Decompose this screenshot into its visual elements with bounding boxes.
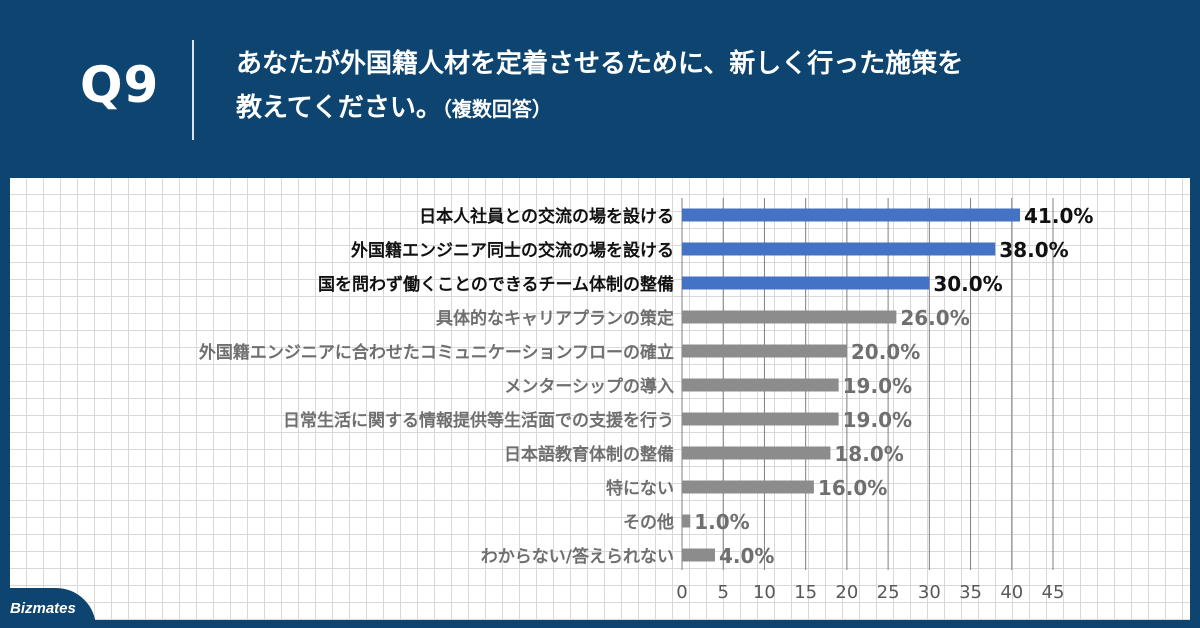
x-tick-label: 35 [959,582,982,603]
data-label: 4.0% [719,544,774,568]
x-tick-label: 25 [877,582,900,603]
data-label: 26.0% [900,306,969,330]
data-label: 18.0% [834,442,903,466]
bar-chart: 0 5 10 15 20 25 30 35 40 45 日本人社員との交流の場を設ける 41.0% 外国… [199,198,1093,603]
bar [682,514,691,528]
x-tick-label: 30 [918,582,941,603]
x-tick-label: 45 [1042,582,1065,603]
data-label: 41.0% [1024,204,1093,228]
question-number: Q9 [80,56,160,114]
x-tick-label: 10 [753,582,776,603]
data-label: 20.0% [851,340,920,364]
x-tick-label: 20 [835,582,858,603]
data-label: 30.0% [933,272,1002,296]
data-label: 1.0% [694,510,749,534]
category-label: 具体的なキャリアプランの策定 [435,308,674,329]
x-tick-label: 40 [1000,582,1023,603]
bar [682,548,715,562]
bar [682,344,847,358]
question-title-line2: 教えてください。 [236,93,442,123]
bar [682,208,1021,222]
category-label: 日常生活に関する情報提供等生活面での支援を行う [283,410,674,431]
bar [682,310,897,324]
brand-logo-text: Bizmates [10,600,76,617]
x-tick-label: 5 [717,582,728,603]
bar [682,242,996,256]
question-title: あなたが外国籍人材を定着させるために、新しく行った施策を 教えてください。（複数… [236,42,1136,131]
bar [682,412,839,426]
header-divider [192,40,194,140]
category-label: 日本人社員との交流の場を設ける [419,206,674,227]
category-label: 外国籍エンジニア同士の交流の場を設ける [351,240,674,261]
category-label: 日本語教育体制の整備 [504,444,674,465]
question-title-note: （複数回答） [441,97,552,121]
question-title-line1: あなたが外国籍人材を定着させるために、新しく行った施策を [236,49,964,79]
header: Q9 あなたが外国籍人材を定着させるために、新しく行った施策を 教えてください。… [0,0,1200,178]
category-label: わからない/答えられない [481,546,674,567]
bar [682,480,814,494]
bar [682,446,831,460]
data-label: 19.0% [843,374,912,398]
bar [682,276,930,290]
category-label: 国を問わず働くことのできるチーム体制の整備 [318,274,674,295]
category-label: 外国籍エンジニアに合わせたコミュニケーションフローの確立 [199,342,674,363]
data-label: 16.0% [818,476,887,500]
category-label: 特にない [606,478,674,499]
category-label: その他 [623,512,674,533]
bar [682,378,839,392]
x-tick-label: 15 [794,582,817,603]
chart-panel: 0 5 10 15 20 25 30 35 40 45 日本人社員との交流の場を設ける 41.0% 外国… [10,178,1190,620]
x-tick-label: 0 [676,582,687,603]
category-label: メンターシップの導入 [504,376,674,397]
data-label: 38.0% [999,238,1068,262]
data-label: 19.0% [843,408,912,432]
